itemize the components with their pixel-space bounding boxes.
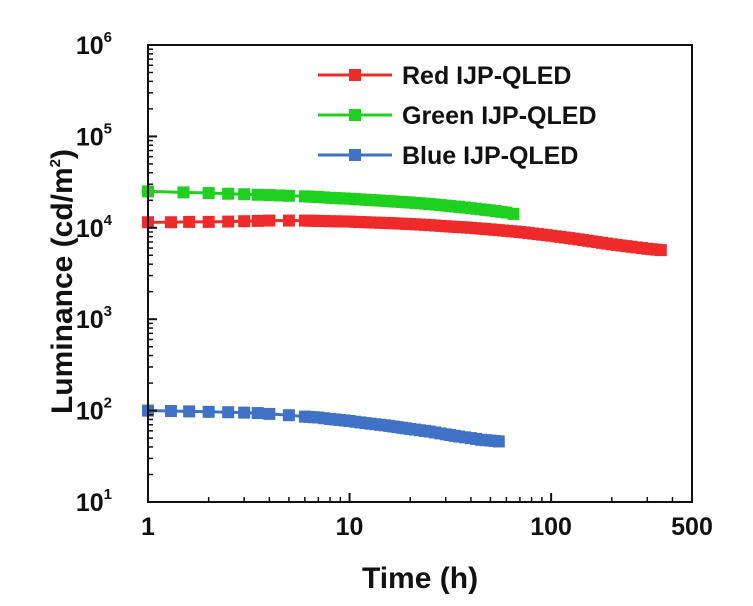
- data-point: [164, 216, 177, 229]
- data-point: [500, 206, 513, 219]
- legend-item: Blue IJP-QLED: [318, 142, 578, 170]
- series-green: [142, 185, 520, 220]
- legend-marker: [349, 149, 361, 161]
- data-point: [202, 215, 215, 228]
- data-point: [238, 406, 251, 419]
- x-tick-label: 500: [671, 513, 713, 541]
- x-tick-label: 1: [141, 513, 155, 541]
- data-point: [164, 404, 177, 417]
- data-point: [177, 186, 190, 199]
- series-blue: [142, 404, 505, 448]
- y-axis-title-base: Luminance (cd/m: [46, 167, 79, 414]
- x-tick-label: 10: [336, 513, 364, 541]
- data-point: [251, 214, 264, 227]
- legend-label: Green IJP-QLED: [402, 102, 597, 130]
- y-tick-label: 105: [76, 120, 112, 151]
- legend-item: Green IJP-QLED: [318, 102, 597, 130]
- data-point: [282, 409, 295, 422]
- data-point: [507, 207, 520, 220]
- legend-item: Red IJP-QLED: [318, 62, 571, 90]
- legend-marker: [349, 69, 361, 81]
- data-point: [202, 187, 215, 200]
- x-tick-label: 100: [530, 513, 572, 541]
- data-point: [238, 188, 251, 201]
- legend-label: Red IJP-QLED: [402, 62, 571, 90]
- series-red: [142, 214, 667, 257]
- y-tick-label: 103: [76, 303, 112, 334]
- data-point: [251, 407, 264, 420]
- data-point: [263, 189, 276, 202]
- y-tick-label: 101: [76, 486, 112, 517]
- data-point: [238, 215, 251, 228]
- data-point: [282, 189, 295, 202]
- data-point: [222, 215, 235, 228]
- data-point: [251, 188, 264, 201]
- x-axis-title: Time (h): [362, 562, 478, 595]
- y-tick-label: 104: [76, 212, 113, 243]
- data-point: [183, 215, 196, 228]
- data-point: [654, 244, 667, 257]
- y-axis-title: Luminance (cd/m2): [46, 149, 79, 414]
- series-layer: [142, 185, 667, 448]
- legend-label: Blue IJP-QLED: [402, 142, 578, 170]
- plot-frame: [147, 44, 693, 503]
- legend: Red IJP-QLED Green IJP-QLED Blue IJP-QLED: [318, 62, 597, 170]
- y-tick-label: 106: [76, 29, 112, 60]
- y-tick-label: 102: [76, 395, 112, 426]
- data-point: [183, 405, 196, 418]
- legend-marker: [349, 109, 361, 121]
- tick-layer: 1 10 100 500 101 102 103 104 105 106: [76, 29, 713, 541]
- data-point: [202, 405, 215, 418]
- data-point: [273, 189, 286, 202]
- y-axis-title-close: ): [46, 149, 79, 159]
- data-point: [282, 214, 295, 227]
- data-point: [492, 435, 505, 448]
- data-point: [222, 406, 235, 419]
- y-axis-title-exp: 2: [47, 159, 64, 167]
- data-point: [263, 407, 276, 420]
- data-point: [263, 214, 276, 227]
- data-point: [222, 187, 235, 200]
